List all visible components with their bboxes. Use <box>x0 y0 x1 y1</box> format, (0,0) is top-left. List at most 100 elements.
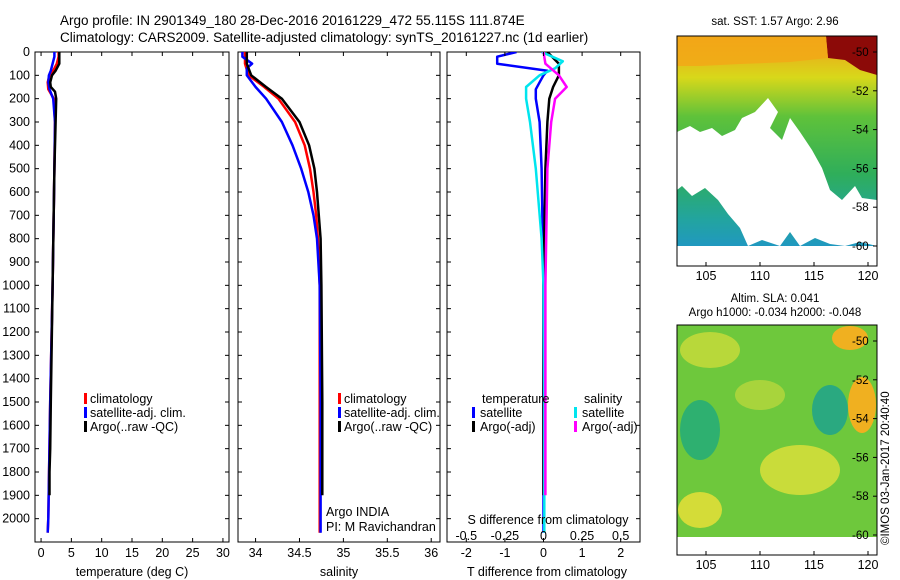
figure-title-line2: Climatology: CARS2009. Satellite-adjuste… <box>60 30 588 45</box>
float-owner: Argo INDIA <box>326 505 390 519</box>
legend-swatch-sal-satellite <box>574 407 577 418</box>
depth-tick-label: 200 <box>9 92 30 106</box>
sla-teal-patch <box>812 385 848 435</box>
sla-orange-patch <box>848 377 876 433</box>
legend-swatch-temp-argo <box>472 421 475 432</box>
legend-swatch-satellite <box>84 407 87 418</box>
lon-tick-label: 105 <box>696 558 717 572</box>
depth-tick-label: 1500 <box>2 395 30 409</box>
x2-tick-label: 0.5 <box>612 529 629 543</box>
x-tick-label: -1 <box>499 546 510 560</box>
legend-label-satellite: satellite-adj. clim. <box>344 406 440 420</box>
x-tick-label: 35.5 <box>375 546 399 560</box>
sla-yellow-patch <box>680 332 740 368</box>
sst-warm-patch <box>826 36 877 75</box>
lon-tick-label: 120 <box>858 269 879 283</box>
x-tick-label: 36 <box>424 546 438 560</box>
depth-tick-label: 500 <box>9 162 30 176</box>
depth-tick-label: 1400 <box>2 372 30 386</box>
x-tick-label: 30 <box>216 546 230 560</box>
depth-tick-label: 400 <box>9 138 30 152</box>
sla-orange-patch <box>832 326 868 350</box>
temperature-lines <box>46 52 61 533</box>
depth-tick-label: 1700 <box>2 442 30 456</box>
lat-tick-label: -54 <box>852 125 869 137</box>
x-tick-label: 15 <box>125 546 139 560</box>
lon-tick-label: 110 <box>750 558 770 572</box>
x-tick-label: 1 <box>579 546 586 560</box>
depth-tick-label: 1200 <box>2 325 30 339</box>
depth-tick-label: 700 <box>9 208 30 222</box>
lat-tick-label: -52 <box>852 86 869 98</box>
lon-tick-label: 115 <box>804 269 824 283</box>
legend-title-temperature: temperature <box>482 392 549 406</box>
legend-swatch-climatology <box>84 393 87 404</box>
salinity-legend: climatology satellite-adj. clim. Argo(..… <box>338 392 440 434</box>
legend-swatch-sal-argo <box>574 421 577 432</box>
legend-label-argo: Argo(..raw -QC) <box>90 420 178 434</box>
sla-map-frame <box>676 324 878 556</box>
x-tick-label: 25 <box>186 546 200 560</box>
lon-tick-label: 120 <box>858 558 879 572</box>
legend-swatch-satellite <box>338 407 341 418</box>
difference-lines <box>495 52 568 533</box>
x2-tick-label: -0.5 <box>456 529 478 543</box>
sst-no-data <box>677 246 877 266</box>
sst-cloud-mask <box>677 98 877 246</box>
float-pi: PI: M Ravichandran <box>326 520 436 534</box>
depth-tick-label: 1600 <box>2 418 30 432</box>
lon-tick-label: 105 <box>696 269 717 283</box>
x-tick-label: 0 <box>38 546 45 560</box>
sst-map: -50 -52 -54 -56 -58 -60 105 110 115 120 <box>676 35 879 283</box>
depth-tick-label: 900 <box>9 255 30 269</box>
legend-label-sal-satellite: satellite <box>582 406 624 420</box>
x-tick-label: 20 <box>155 546 169 560</box>
depth-axis: 0 100 200 300 400 500 600 700 800 900 1000 1100 1200… <box>2 45 640 526</box>
temperature-panel-frame <box>34 51 230 543</box>
legend-label-satellite: satellite-adj. clim. <box>90 406 186 420</box>
depth-tick-label: 2000 <box>2 512 30 526</box>
sla-yellow-patch <box>760 445 840 495</box>
depth-tick-label: 800 <box>9 232 30 246</box>
depth-tick-label: 1300 <box>2 348 30 362</box>
lat-tick-label: -50 <box>852 47 869 59</box>
lat-tick-label: -60 <box>852 530 869 542</box>
legend-swatch-argo <box>84 421 87 432</box>
lat-tick-label: -56 <box>852 163 869 175</box>
series-line-salinity-argo-adj- <box>542 52 568 496</box>
depth-tick-label: 0 <box>23 45 30 59</box>
legend-swatch-temp-satellite <box>472 407 475 418</box>
series-line-argo-raw-qc- <box>245 52 324 496</box>
lat-tick-label: -50 <box>852 336 869 348</box>
lat-tick-label: -58 <box>852 202 869 214</box>
depth-tick-label: 1100 <box>3 302 30 316</box>
series-line-salinity-satellite <box>524 52 565 533</box>
difference-legend: temperature salinity satellite Argo(-adj… <box>472 392 638 434</box>
x-tick-label: 5 <box>68 546 75 560</box>
series-line-argo-raw-qc- <box>48 52 61 496</box>
salinity-panel-frame <box>237 51 441 543</box>
lat-tick-label: -56 <box>852 452 869 464</box>
depth-tick-label: 600 <box>9 185 30 199</box>
sla-yellow-patch <box>678 492 722 528</box>
legend-label-climatology: climatology <box>344 392 407 406</box>
x2-tick-label: 0.25 <box>570 529 594 543</box>
figure-title-line1: Argo profile: IN 2901349_180 28-Dec-2016… <box>60 13 525 28</box>
sla-map: -50 -52 -54 -56 -58 -60 105 110 115 120 <box>676 324 879 572</box>
x-tick-label: 0 <box>540 546 547 560</box>
x-tick-label: 34.5 <box>287 546 311 560</box>
x-tick-label: 10 <box>95 546 109 560</box>
depth-tick-label: 1900 <box>2 488 30 502</box>
sst-map-frame <box>676 35 878 267</box>
depth-tick-label: 1000 <box>2 278 30 292</box>
salinity-xlabel: salinity <box>320 565 359 579</box>
depth-tick-label: 1800 <box>2 465 30 479</box>
lat-tick-label: -54 <box>852 414 869 426</box>
sst-map-title: sat. SST: 1.57 Argo: 2.96 <box>711 16 838 28</box>
legend-label-temp-satellite: satellite <box>480 406 522 420</box>
sla-yellow-patch <box>735 380 785 410</box>
legend-label-sal-argo: Argo(-adj) <box>582 420 638 434</box>
temperature-legend: climatology satellite-adj. clim. Argo(..… <box>84 392 186 434</box>
lon-tick-label: 110 <box>750 269 770 283</box>
